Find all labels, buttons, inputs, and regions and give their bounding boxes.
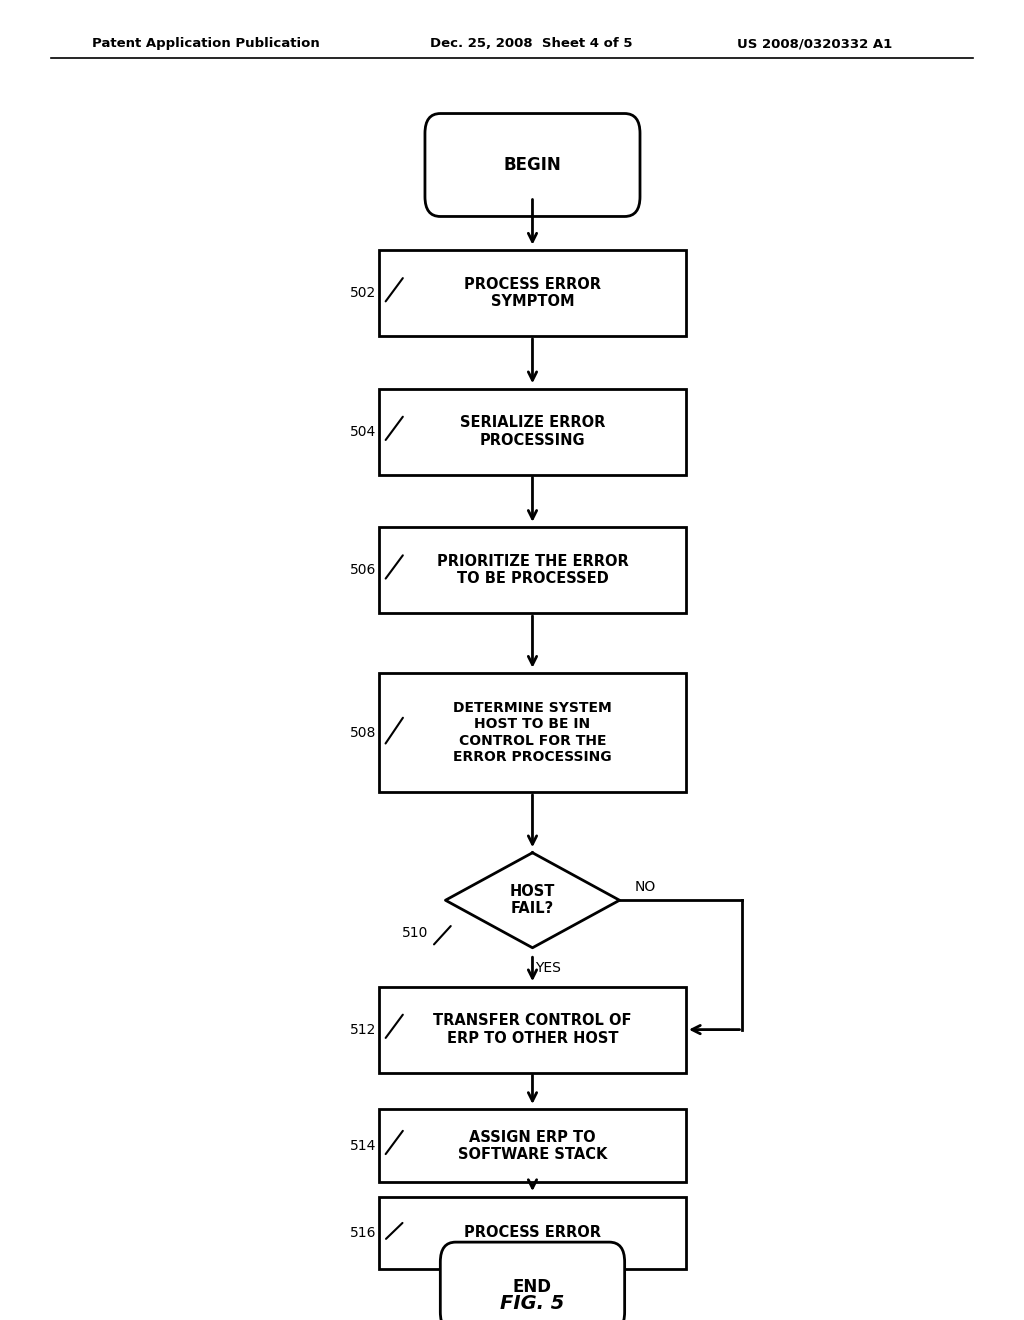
Text: YES: YES [535, 961, 561, 975]
Text: DETERMINE SYSTEM
HOST TO BE IN
CONTROL FOR THE
ERROR PROCESSING: DETERMINE SYSTEM HOST TO BE IN CONTROL F… [453, 701, 612, 764]
FancyBboxPatch shape [379, 1196, 686, 1270]
FancyBboxPatch shape [379, 251, 686, 335]
Text: END: END [513, 1278, 552, 1296]
FancyBboxPatch shape [379, 1109, 686, 1183]
Text: 504: 504 [350, 425, 377, 438]
Text: PROCESS ERROR
SYMPTOM: PROCESS ERROR SYMPTOM [464, 277, 601, 309]
Text: US 2008/0320332 A1: US 2008/0320332 A1 [737, 37, 893, 50]
FancyBboxPatch shape [379, 388, 686, 474]
Text: 510: 510 [401, 927, 428, 940]
Text: HOST
FAIL?: HOST FAIL? [510, 884, 555, 916]
FancyBboxPatch shape [440, 1242, 625, 1320]
FancyBboxPatch shape [425, 114, 640, 216]
Text: 502: 502 [350, 286, 377, 300]
Text: SERIALIZE ERROR
PROCESSING: SERIALIZE ERROR PROCESSING [460, 416, 605, 447]
FancyBboxPatch shape [379, 987, 686, 1072]
Text: 516: 516 [350, 1226, 377, 1239]
FancyBboxPatch shape [379, 527, 686, 612]
Text: PRIORITIZE THE ERROR
TO BE PROCESSED: PRIORITIZE THE ERROR TO BE PROCESSED [436, 554, 629, 586]
Text: PROCESS ERROR: PROCESS ERROR [464, 1225, 601, 1241]
Text: 506: 506 [350, 564, 377, 577]
Text: Dec. 25, 2008  Sheet 4 of 5: Dec. 25, 2008 Sheet 4 of 5 [430, 37, 633, 50]
Text: BEGIN: BEGIN [504, 156, 561, 174]
Text: NO: NO [635, 880, 656, 894]
Text: 512: 512 [350, 1023, 377, 1036]
Text: 514: 514 [350, 1139, 377, 1152]
Polygon shape [445, 853, 620, 948]
FancyBboxPatch shape [379, 673, 686, 792]
Text: ASSIGN ERP TO
SOFTWARE STACK: ASSIGN ERP TO SOFTWARE STACK [458, 1130, 607, 1162]
Text: FIG. 5: FIG. 5 [501, 1295, 564, 1313]
Text: 508: 508 [350, 726, 377, 739]
Text: TRANSFER CONTROL OF
ERP TO OTHER HOST: TRANSFER CONTROL OF ERP TO OTHER HOST [433, 1014, 632, 1045]
Text: Patent Application Publication: Patent Application Publication [92, 37, 319, 50]
